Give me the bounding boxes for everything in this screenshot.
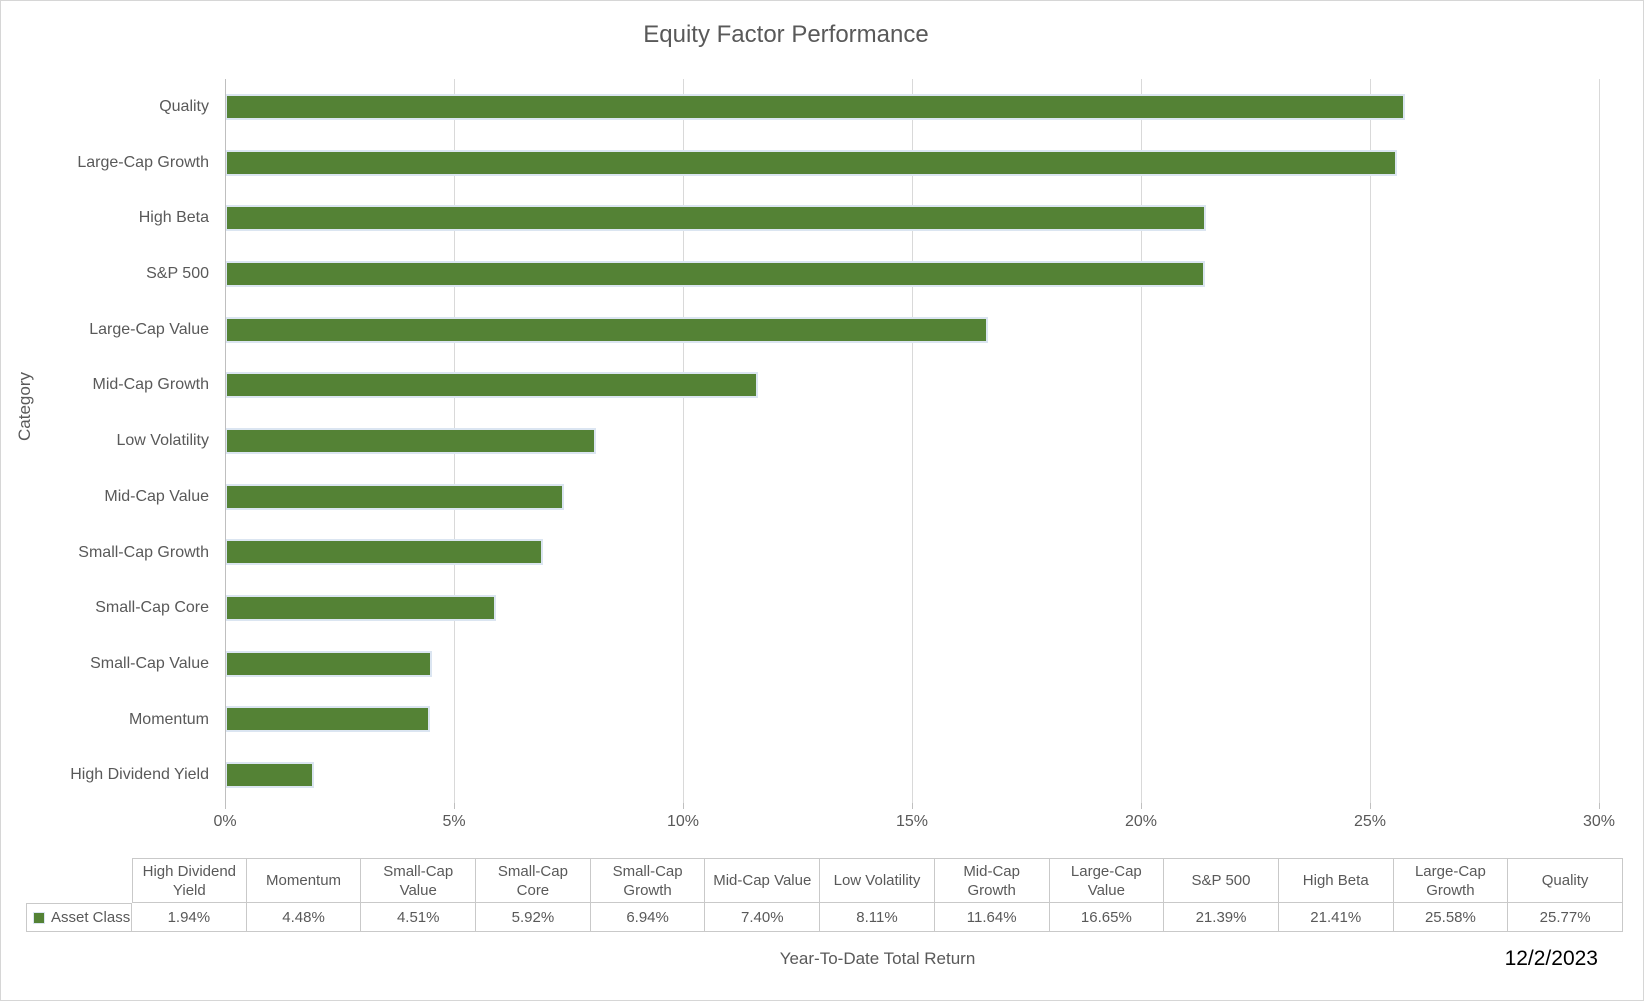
table-header-cell: High Dividend Yield bbox=[132, 858, 247, 903]
table-value-cell: 16.65% bbox=[1049, 903, 1165, 932]
category-label: Mid-Cap Value bbox=[104, 487, 209, 505]
table-value-cell: 8.11% bbox=[820, 903, 935, 932]
x-axis-title: Year-To-Date Total Return bbox=[779, 949, 976, 968]
table-header-cell: S&P 500 bbox=[1164, 858, 1279, 903]
category-axis-line bbox=[225, 79, 226, 809]
bar[interactable] bbox=[225, 260, 1205, 287]
x-tick-label: 5% bbox=[442, 813, 466, 830]
bar[interactable] bbox=[225, 316, 988, 343]
bar[interactable] bbox=[225, 93, 1406, 120]
table-header-cell: Momentum bbox=[246, 858, 362, 903]
table-header-cell: Large-Cap Value bbox=[1049, 858, 1165, 903]
table-header-cell: Small-Cap Core bbox=[476, 858, 591, 903]
y-axis-title: Category bbox=[15, 372, 34, 441]
table-header-cell: High Beta bbox=[1278, 858, 1394, 903]
bar[interactable] bbox=[225, 149, 1397, 176]
category-label: S&P 500 bbox=[146, 265, 209, 283]
legend-cell: Asset Class bbox=[26, 903, 132, 932]
gridline bbox=[1370, 79, 1371, 803]
axis-tick bbox=[1141, 803, 1142, 809]
category-label: Mid-Cap Growth bbox=[92, 376, 209, 394]
axis-tick bbox=[225, 803, 226, 809]
category-label: Small-Cap Core bbox=[95, 599, 209, 617]
category-label: High Beta bbox=[138, 209, 209, 227]
table-header-cell: Mid-Cap Growth bbox=[934, 858, 1050, 903]
table-value-cell: 21.41% bbox=[1278, 903, 1394, 932]
bar[interactable] bbox=[225, 205, 1206, 232]
category-label: Small-Cap Value bbox=[90, 654, 209, 672]
bar[interactable] bbox=[225, 595, 497, 622]
bar[interactable] bbox=[225, 428, 597, 454]
table-header-cell: Low Volatility bbox=[820, 858, 935, 903]
category-label: Small-Cap Growth bbox=[78, 543, 209, 561]
x-tick-label: 15% bbox=[895, 813, 929, 830]
x-tick-label: 10% bbox=[666, 813, 700, 830]
axis-tick bbox=[1370, 803, 1371, 809]
x-tick-label: 25% bbox=[1353, 813, 1387, 830]
table-value-cell: 25.77% bbox=[1508, 903, 1623, 932]
x-tick-label: 0% bbox=[213, 813, 237, 830]
table-value-cell: 7.40% bbox=[705, 903, 821, 932]
chart-title: Equity Factor Performance bbox=[643, 21, 929, 48]
table-value-cell: 1.94% bbox=[132, 903, 247, 932]
axis-tick bbox=[683, 803, 684, 809]
axis-tick bbox=[912, 803, 913, 809]
series-name-label: Asset Class bbox=[51, 909, 131, 926]
bar[interactable] bbox=[225, 706, 431, 733]
table-value-cell: 4.48% bbox=[246, 903, 362, 932]
table-corner-cell bbox=[26, 858, 132, 903]
chart-data-table: High Dividend Yield Momentum Small-Cap Val… bbox=[26, 858, 1623, 932]
category-label: Momentum bbox=[128, 710, 209, 728]
table-header-cell: Quality bbox=[1508, 858, 1623, 903]
category-label: Large-Cap Growth bbox=[77, 153, 209, 171]
table-header-cell: Mid-Cap Value bbox=[705, 858, 821, 903]
axis-tick bbox=[454, 803, 455, 809]
category-label: Low Volatility bbox=[116, 432, 210, 450]
table-header-cell: Small-Cap Value bbox=[361, 858, 477, 903]
bar[interactable] bbox=[225, 539, 543, 566]
category-label: High Dividend Yield bbox=[70, 766, 209, 784]
gridline bbox=[1599, 79, 1600, 803]
table-header-cell: Large-Cap Growth bbox=[1393, 858, 1509, 903]
axis-tick bbox=[1599, 803, 1600, 809]
table-header-cell: Small-Cap Growth bbox=[590, 858, 706, 903]
table-value-cell: 5.92% bbox=[476, 903, 591, 932]
category-label: Large-Cap Value bbox=[89, 320, 209, 338]
x-tick-label: 30% bbox=[1582, 813, 1616, 830]
category-axis-labels: Quality Large-Cap Growth High Beta S&P 500 L… bbox=[1, 79, 209, 803]
x-tick-label: 20% bbox=[1124, 813, 1158, 830]
bar[interactable] bbox=[225, 372, 759, 399]
table-value-cell: 6.94% bbox=[590, 903, 706, 932]
bar[interactable] bbox=[225, 650, 432, 677]
plot-area bbox=[225, 79, 1600, 803]
table-value-cell: 4.51% bbox=[361, 903, 477, 932]
bar[interactable] bbox=[225, 762, 314, 789]
table-value-cell: 25.58% bbox=[1393, 903, 1509, 932]
category-label: Quality bbox=[159, 98, 209, 115]
gridline bbox=[683, 79, 684, 803]
gridline bbox=[912, 79, 913, 803]
bar[interactable] bbox=[225, 483, 564, 510]
date-label: 12/2/2023 bbox=[1504, 947, 1598, 970]
table-value-cell: 11.64% bbox=[934, 903, 1050, 932]
table-value-cell: 21.39% bbox=[1164, 903, 1279, 932]
series-legend-marker-icon bbox=[33, 911, 45, 924]
gridline bbox=[1141, 79, 1142, 803]
